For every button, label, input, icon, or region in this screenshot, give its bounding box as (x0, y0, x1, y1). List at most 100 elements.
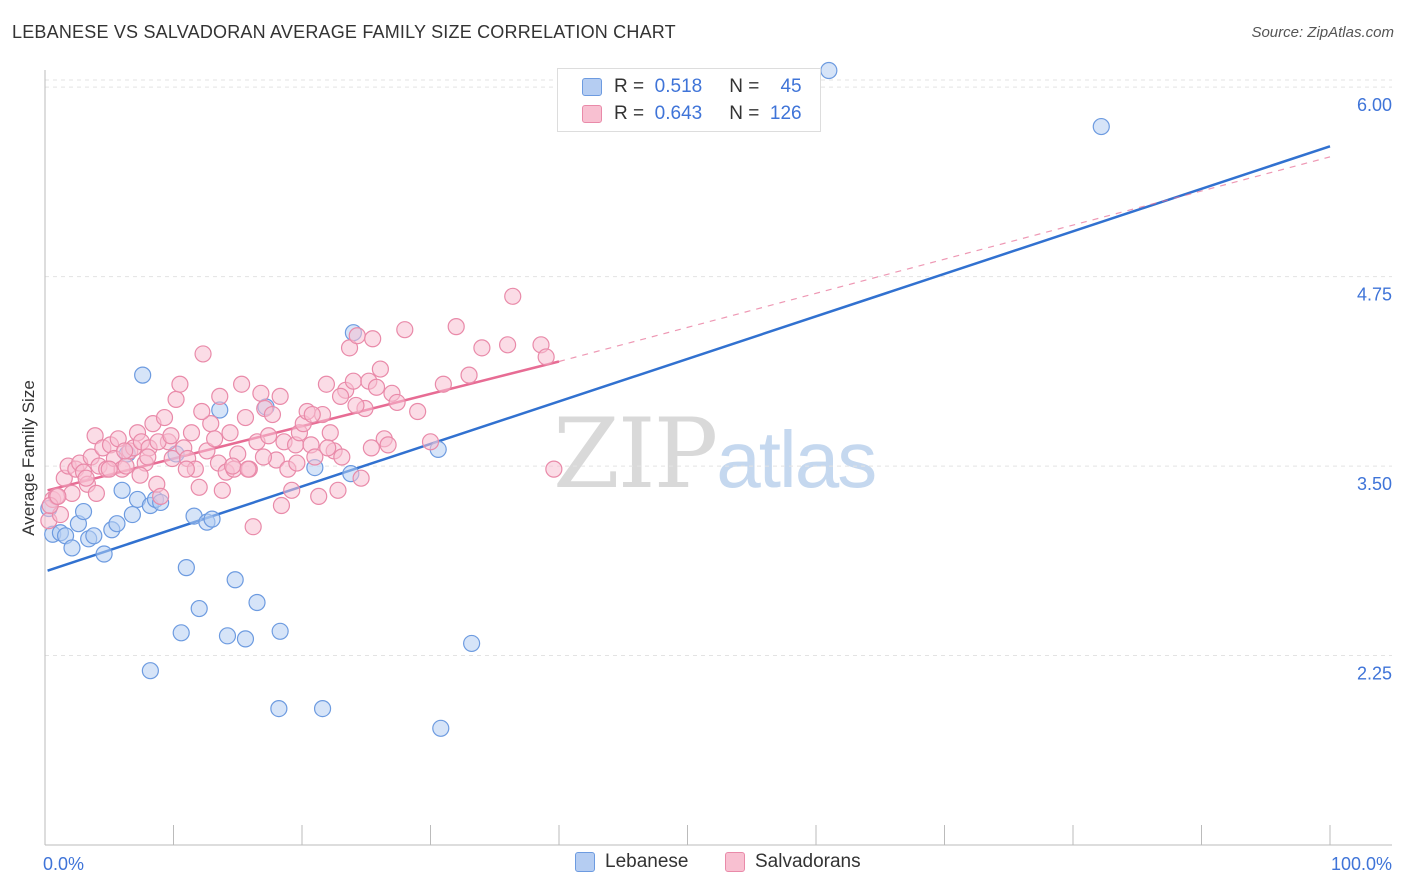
legend-swatch-lebanese (582, 78, 602, 96)
legend-r-value-lebanese: 0.518 (654, 76, 703, 97)
point-lebanese (74, 502, 93, 521)
point-salvadorans (77, 469, 95, 487)
point-salvadorans (272, 496, 291, 515)
point-salvadorans (194, 345, 212, 363)
point-salvadorans (193, 402, 211, 421)
trend-line-salvadorans-extension (558, 156, 1331, 363)
series-label-salvadorans: Salvadorans (755, 851, 861, 872)
point-lebanese (313, 699, 332, 718)
point-lebanese (172, 624, 190, 642)
point-lebanese (820, 61, 838, 80)
point-salvadorans (233, 375, 251, 393)
point-salvadorans (259, 427, 278, 445)
point-lebanese (226, 571, 244, 589)
point-salvadorans (131, 466, 149, 484)
legend-r-label: R = (614, 76, 645, 97)
point-salvadorans (211, 387, 229, 405)
watermark-zip: ZIP (553, 398, 718, 510)
point-salvadorans (367, 378, 386, 396)
legend-r-label: R = (614, 103, 645, 124)
legend-n-label: N = (729, 76, 760, 97)
x-tick-label-min: 0.0% (43, 854, 84, 874)
point-lebanese (85, 527, 103, 545)
point-salvadorans (63, 484, 81, 502)
watermark: ZIPatlas (553, 398, 877, 510)
point-salvadorans (117, 457, 135, 475)
point-lebanese (203, 510, 221, 528)
point-salvadorans (303, 405, 321, 424)
point-salvadorans (100, 460, 118, 478)
point-salvadorans (263, 405, 282, 424)
watermark-atlas: atlas (716, 415, 877, 504)
point-lebanese (108, 515, 126, 533)
point-salvadorans (182, 424, 201, 442)
point-salvadorans (319, 439, 337, 457)
point-salvadorans (221, 424, 239, 442)
point-salvadorans (239, 460, 257, 478)
point-salvadorans (321, 424, 339, 442)
point-salvadorans (155, 408, 174, 427)
point-salvadorans (537, 348, 555, 366)
y-tick-label: 3.50 (1357, 474, 1392, 494)
series-legend-salvadorans[interactable]: Salvadorans (725, 851, 861, 873)
point-salvadorans (409, 402, 427, 421)
point-salvadorans (504, 287, 522, 305)
point-salvadorans (283, 481, 301, 499)
point-salvadorans (213, 481, 231, 499)
point-lebanese (218, 627, 237, 645)
point-salvadorans (333, 448, 351, 466)
point-salvadorans (421, 433, 440, 451)
point-lebanese (236, 630, 255, 648)
legend-r-value-salvadorans: 0.643 (654, 103, 703, 124)
y-tick-label: 6.00 (1357, 95, 1392, 115)
point-salvadorans (362, 439, 380, 457)
point-lebanese (177, 559, 195, 577)
point-lebanese (123, 505, 141, 524)
trend-line-lebanese (47, 145, 1331, 572)
stats-legend: R = 0.518 N = 45 R = 0.643 N = 126 (557, 68, 821, 132)
legend-row-lebanese: R = 0.518 N = 45 (558, 74, 802, 100)
point-salvadorans (460, 366, 478, 384)
point-salvadorans (244, 518, 262, 536)
trend-lines (47, 145, 1331, 572)
point-lebanese (141, 662, 159, 680)
point-salvadorans (288, 454, 306, 472)
point-lebanese (270, 699, 288, 718)
point-salvadorans (254, 448, 273, 466)
axes (44, 70, 1392, 846)
point-salvadorans (236, 408, 255, 427)
point-salvadorans (198, 442, 216, 460)
point-salvadorans (49, 487, 67, 505)
point-lebanese (248, 593, 266, 612)
point-salvadorans (344, 372, 362, 390)
point-salvadorans (331, 387, 350, 405)
point-lebanese (271, 622, 289, 640)
point-salvadorans (306, 448, 324, 466)
grid-lines (45, 79, 1392, 657)
chart-source: Source: ZipAtlas.com (1251, 24, 1394, 41)
legend-n-value-salvadorans: 126 (769, 103, 802, 124)
legend-swatch-salvadorans (582, 105, 602, 123)
legend-n-label: N = (729, 103, 760, 124)
point-salvadorans (86, 427, 104, 445)
point-salvadorans (139, 448, 157, 466)
y-tick-label: 4.75 (1357, 285, 1392, 305)
axis-labels: 2.25 3.50 4.75 6.00 0.0% 100.0% Average Family… (19, 95, 1392, 874)
point-salvadorans (252, 384, 270, 402)
point-salvadorans (348, 327, 366, 345)
chart-title: LEBANESE VS SALVADORAN AVERAGE FAMILY SI… (12, 22, 676, 42)
data-points (40, 61, 1110, 737)
y-tick-label: 2.25 (1357, 664, 1392, 684)
point-lebanese (463, 634, 481, 653)
series-swatch-lebanese (575, 852, 595, 872)
point-salvadorans (347, 396, 365, 415)
point-salvadorans (167, 390, 185, 408)
point-salvadorans (87, 484, 106, 502)
point-salvadorans (116, 442, 134, 460)
point-salvadorans (224, 457, 242, 475)
point-salvadorans (371, 360, 389, 378)
series-legend-lebanese[interactable]: Lebanese (575, 851, 688, 873)
point-salvadorans (545, 460, 563, 478)
point-salvadorans (152, 487, 170, 505)
